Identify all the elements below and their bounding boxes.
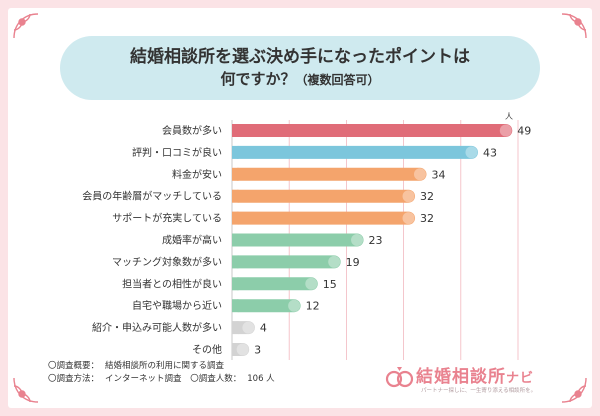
bar-row: その他 3 xyxy=(192,343,261,357)
value-label: 12 xyxy=(306,300,320,313)
brand-name-main: 結婚相談所 xyxy=(416,367,506,387)
chart-title-question: 何ですか？ xyxy=(220,70,296,88)
category-label: 成婚率が高い xyxy=(162,234,222,247)
bar-left-cap xyxy=(232,321,239,335)
bar xyxy=(232,189,416,203)
bar-left-cap xyxy=(232,167,239,181)
corner-ornament-icon xyxy=(561,377,587,403)
bar-row: サポートが充実している 32 xyxy=(112,211,434,225)
bar-end-highlight xyxy=(351,234,364,246)
bar-left-cap xyxy=(232,255,239,269)
bar xyxy=(232,277,318,291)
bar-end-highlight xyxy=(305,277,318,290)
note-survey-summary: 〇調査概要： 結婚相談所の利用に関する調査 xyxy=(48,360,281,373)
bar-row: 担当者との相性が良い 15 xyxy=(122,277,337,291)
bar-row: 紹介・申込み可能人数が多い 4 xyxy=(92,321,267,335)
category-label: 担当者との相性が良い xyxy=(122,277,222,290)
value-label: 32 xyxy=(420,190,434,203)
bar xyxy=(232,167,427,181)
bar-end-highlight xyxy=(242,321,255,334)
note-respondents-label: 〇調査人数： xyxy=(190,374,242,384)
category-label: その他 xyxy=(192,343,222,356)
category-label: 紹介・申込み可能人数が多い xyxy=(92,321,222,334)
value-label: 4 xyxy=(260,322,267,335)
category-label: 料金が安い xyxy=(172,168,222,181)
corner-ornament-icon xyxy=(13,377,39,403)
bar xyxy=(232,124,513,137)
bar-left-cap xyxy=(232,277,239,291)
bar-row: 評判・口コミが良い 43 xyxy=(132,145,497,159)
bar-end-highlight xyxy=(465,146,478,159)
bar-end-highlight xyxy=(402,212,415,225)
bar xyxy=(232,233,364,247)
note-method-label: 〇調査方法： xyxy=(48,374,100,384)
chart-title-line1: 結婚相談所を選ぶ決め手になったポイントは xyxy=(130,47,470,67)
category-label: 会員の年齢層がマッチしている xyxy=(82,190,222,203)
chart-title-line2: 何ですか？（複数回答可） xyxy=(60,68,540,91)
bar-left-cap xyxy=(232,124,239,137)
bar-row: 料金が安い 34 xyxy=(172,167,445,181)
note-respondents-value: 106 人 xyxy=(247,374,275,384)
category-label: 自宅や職場から近い xyxy=(132,299,222,312)
value-label: 3 xyxy=(254,344,261,357)
value-label: 34 xyxy=(431,168,445,181)
bar-end-highlight xyxy=(413,168,426,181)
bar-row: 自宅や職場から近い 12 xyxy=(132,299,320,313)
bar-left-cap xyxy=(232,233,239,247)
corner-ornament-icon xyxy=(561,13,587,39)
bar-left-cap xyxy=(232,189,239,203)
bar xyxy=(232,255,341,269)
bar-end-highlight xyxy=(328,255,341,268)
survey-notes: 〇調査概要： 結婚相談所の利用に関する調査 〇調査方法： インターネット調査 〇調査… xyxy=(48,360,281,386)
value-label: 23 xyxy=(369,234,383,247)
value-label: 43 xyxy=(483,146,497,159)
corner-ornament-icon xyxy=(13,13,39,39)
bar-row: 成婚率が高い 23 xyxy=(162,233,383,247)
unit-label: 人 xyxy=(505,112,513,121)
bar-end-highlight xyxy=(499,124,512,137)
bar-end-highlight xyxy=(402,190,415,203)
category-label: 会員数が多い xyxy=(162,124,222,137)
note-summary-label: 〇調査概要： xyxy=(48,361,100,371)
bar-left-cap xyxy=(232,211,239,225)
note-method-value: インターネット調査 xyxy=(105,374,182,384)
note-method-row: 〇調査方法： インターネット調査 〇調査人数： 106 人 xyxy=(48,373,281,386)
bar-end-highlight xyxy=(288,299,301,312)
category-label: 評判・口コミが良い xyxy=(132,146,222,159)
value-label: 15 xyxy=(323,278,337,291)
value-label: 49 xyxy=(517,125,531,138)
value-label: 32 xyxy=(420,212,434,225)
chart-title-box: 結婚相談所を選ぶ決め手になったポイントは 何ですか？（複数回答可） xyxy=(60,36,540,100)
bar-left-cap xyxy=(232,343,239,356)
brand-name: 結婚相談所ナビ xyxy=(416,362,534,387)
category-label: サポートが充実している xyxy=(112,212,222,225)
brand-name-suffix: ナビ xyxy=(506,371,535,386)
chart-title-note: （複数回答可） xyxy=(295,73,380,87)
bar xyxy=(232,145,478,159)
bar-left-cap xyxy=(232,299,239,313)
bar xyxy=(232,299,301,313)
bar-row: 会員数が多い 49 xyxy=(162,124,531,138)
bar xyxy=(232,211,416,225)
bar-row: マッチング対象数が多い 19 xyxy=(112,255,360,269)
rings-icon xyxy=(385,367,414,388)
value-label: 19 xyxy=(346,256,360,269)
category-label: マッチング対象数が多い xyxy=(112,255,222,268)
note-summary-value: 結婚相談所の利用に関する調査 xyxy=(105,361,225,371)
bar-end-highlight xyxy=(236,343,249,356)
brand-tagline: パートナー探しに、一生寄り添える相談所を。 xyxy=(421,388,537,394)
bar-left-cap xyxy=(232,145,239,159)
brand-logo: 結婚相談所ナビ パートナー探しに、一生寄り添える相談所を。 xyxy=(383,362,573,400)
bar-row: 会員の年齢層がマッチしている 32 xyxy=(82,189,434,203)
